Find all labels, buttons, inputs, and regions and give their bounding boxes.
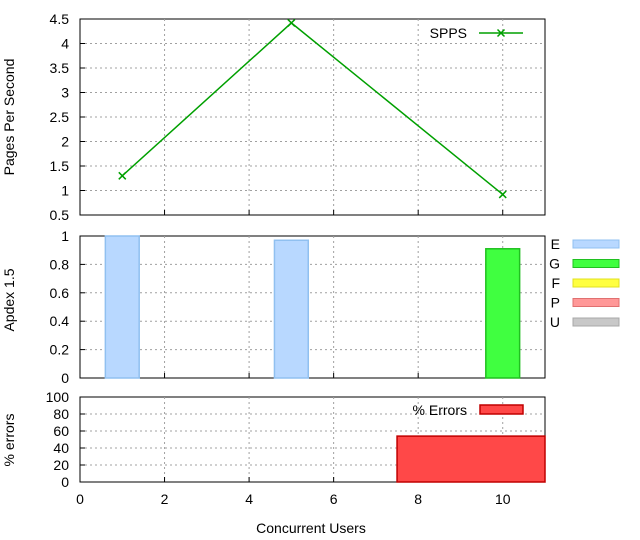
- panel-spps: 0.5 1 1.5 2 2.5 3 3.5 4 4.5 Pages Per Second SPP…: [1, 11, 546, 223]
- apdex-legend-swatch-u: [572, 317, 620, 327]
- apdex-legend-label-u: U: [550, 314, 560, 330]
- spps-line: [121, 21, 504, 196]
- y-tick-label-3: 2: [61, 134, 69, 150]
- panel-errors-bars: [396, 435, 546, 483]
- y-tick-label-4: 2.5: [50, 109, 70, 125]
- panel-apdex-bars: [104, 235, 521, 379]
- apdex-legend-label-e: E: [551, 236, 560, 252]
- x-tick-label-4: 8: [414, 491, 422, 507]
- panel-spps-legend: SPPS: [430, 25, 523, 41]
- y-tick-label-5: 1: [61, 228, 69, 244]
- y-tick-label-5: 100: [46, 389, 70, 405]
- legend-spps-label: SPPS: [430, 25, 467, 41]
- panel-errors-x-ticks: 0 2 4 6 8 10: [76, 491, 511, 507]
- y-tick-label-0: 0: [61, 370, 69, 386]
- legend-spps-marker-b: [496, 28, 506, 38]
- panel-spps-ylabel: Pages Per Second: [1, 59, 17, 176]
- panel-spps-y-ticks: 0.5 1 1.5 2 2.5 3 3.5 4 4.5: [50, 11, 70, 223]
- legend-errors-swatch: [479, 404, 524, 415]
- y-tick-label-2: 0.4: [50, 313, 70, 329]
- x-tick-label-3: 6: [330, 491, 338, 507]
- y-tick-label-4: 0.8: [50, 256, 70, 272]
- x-tick-label-0: 0: [76, 491, 84, 507]
- legend-errors-label: % Errors: [413, 402, 467, 418]
- spps-point-stroke-b: [118, 171, 127, 180]
- apdex-legend-swatch-e: [572, 239, 620, 249]
- y-tick-label-8: 4.5: [50, 11, 70, 27]
- panel-apdex-y-ticks: 0 0.2 0.4 0.6 0.8 1: [50, 228, 70, 386]
- y-tick-label-0: 0.5: [50, 207, 70, 223]
- y-tick-label-7: 4: [61, 36, 69, 52]
- legend-spps-marker: [496, 28, 506, 38]
- y-tick-label-5: 3: [61, 85, 69, 101]
- y-tick-label-3: 60: [53, 423, 69, 439]
- y-tick-label-6: 3.5: [50, 60, 70, 76]
- panel-errors-ylabel: % errors: [1, 414, 17, 467]
- panel-apdex-grid: [79, 235, 545, 379]
- panel-spps-grid: [79, 18, 545, 216]
- apdex-bar-1: [273, 239, 310, 379]
- y-tick-label-3: 0.6: [50, 285, 70, 301]
- x-axis-label: Concurrent Users: [256, 520, 366, 536]
- apdex-legend-swatch-f: [572, 278, 620, 288]
- apdex-legend-label-f: F: [551, 275, 560, 291]
- y-tick-label-4: 80: [53, 406, 69, 422]
- spps-point-0: [118, 171, 127, 180]
- spps-point-1: [287, 18, 296, 27]
- apdex-bar-0: [104, 235, 140, 379]
- panel-spps-series: [118, 18, 507, 199]
- x-tick-label-2: 4: [245, 491, 253, 507]
- panel-errors-legend: % Errors: [413, 402, 524, 418]
- spps-point-2: [498, 190, 507, 199]
- apdex-legend-label-g: G: [549, 256, 560, 272]
- y-tick-label-1: 0.2: [50, 342, 70, 358]
- apdex-legend-label-p: P: [551, 295, 560, 311]
- panel-apdex-frame: [79, 235, 546, 379]
- apdex-legend-swatch-g: [572, 259, 620, 268]
- panel-apdex-ylabel: Apdex 1.5: [1, 268, 17, 331]
- y-tick-label-0: 0: [61, 474, 69, 490]
- apdex-bar-2: [485, 248, 521, 379]
- spps-point-stroke-b: [287, 18, 296, 27]
- spps-point-stroke-b: [498, 190, 507, 199]
- apdex-legend-swatch-p: [572, 298, 620, 307]
- y-tick-label-1: 1: [61, 183, 69, 199]
- y-tick-label-1: 20: [53, 457, 69, 473]
- errors-bar-0: [396, 435, 546, 483]
- y-tick-label-2: 40: [53, 440, 69, 456]
- x-tick-label-1: 2: [161, 491, 169, 507]
- x-tick-label-5: 10: [495, 491, 511, 507]
- y-tick-label-2: 1.5: [50, 158, 70, 174]
